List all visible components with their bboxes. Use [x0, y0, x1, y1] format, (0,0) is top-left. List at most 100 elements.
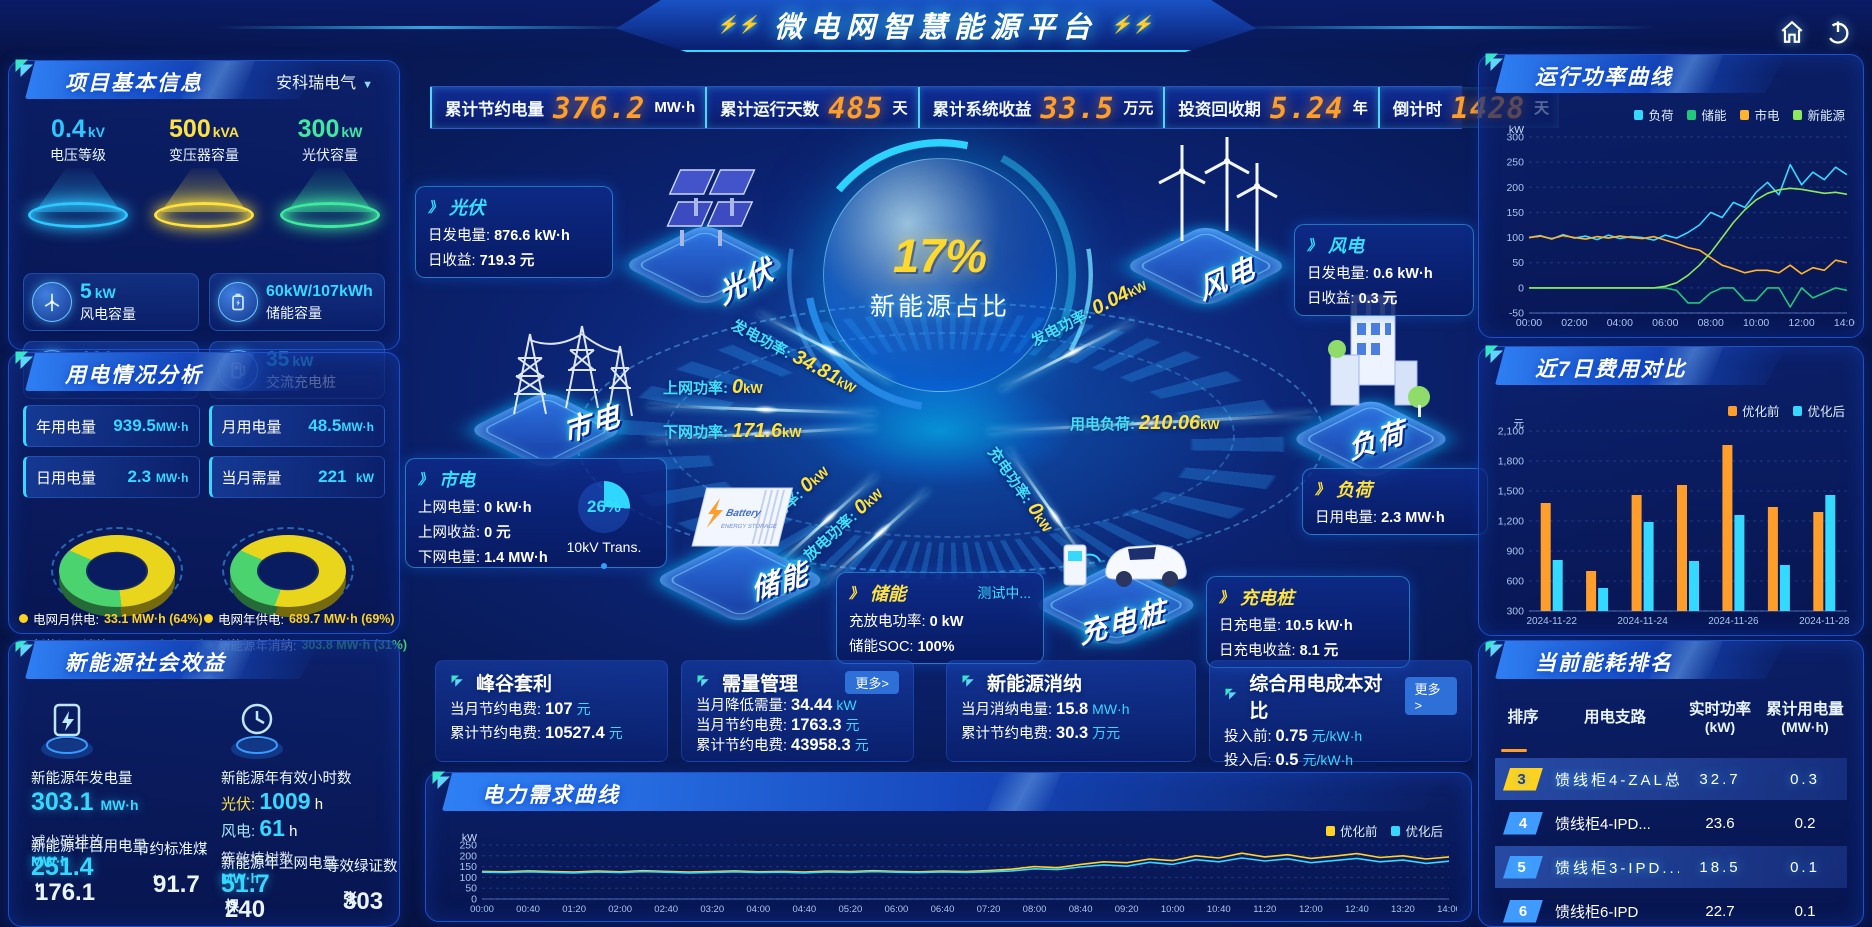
card-cost-comparison: 综合用电成本对比 更多> 投入前: 0.75 元/kW·h 投入后: 0.5 元/kW·h	[1209, 660, 1472, 769]
svg-text:kW: kW	[1509, 124, 1524, 136]
svg-text:06:40: 06:40	[931, 904, 955, 915]
flow-from-grid-power: 下网功率: 171.6kW	[663, 420, 802, 442]
svg-text:1,200: 1,200	[1498, 516, 1524, 528]
power-towers-icon	[513, 325, 633, 417]
table-row[interactable]: 4 馈线柜4-IPD... 23.6 0.2	[1495, 802, 1847, 844]
svg-text:300: 300	[1506, 606, 1524, 618]
svg-text:04:40: 04:40	[792, 904, 816, 915]
benefit-label: 新能源年发电量	[31, 771, 133, 787]
svg-text:12:00: 12:00	[1788, 317, 1814, 329]
legend-load[interactable]: 负荷	[1634, 105, 1673, 124]
demand-curve-panel: 电力需求曲线 优化前 优化后 0 50 100 150 200 250 kW 00:00 00:…	[425, 771, 1472, 922]
svg-text:2024-11-28: 2024-11-28	[1799, 616, 1850, 627]
svg-text:13:20: 13:20	[1391, 904, 1415, 915]
legend-grid[interactable]: 市电	[1740, 105, 1779, 124]
svg-text:02:00: 02:00	[608, 904, 632, 915]
metric-cone-voltage: 0.4 kV 电压等级	[19, 115, 137, 228]
svg-text:kW: kW	[462, 832, 477, 844]
power-button[interactable]	[1820, 14, 1856, 50]
node-grid: 市电	[450, 325, 670, 470]
svg-text:00:00: 00:00	[470, 904, 494, 915]
cone-base	[28, 202, 128, 228]
header-line-right	[1236, 26, 1656, 29]
svg-text:200: 200	[1506, 182, 1524, 194]
cost-compare-panel: 近7日费用对比 优化前 优化后 300 600 900 1,200 1,500 1,800…	[1478, 345, 1864, 636]
more-button[interactable]: 更多>	[845, 671, 899, 694]
stat-year-usage: 年用电量 939.5MW·h	[23, 405, 200, 447]
legend-after-optimization[interactable]: 优化后	[1391, 821, 1443, 840]
panel-corner-icon	[15, 351, 33, 369]
legend-cost-after[interactable]: 优化后	[1793, 401, 1845, 420]
svg-text:04:00: 04:00	[1607, 317, 1633, 329]
benefit-label: 新能源年有效小时数	[221, 771, 352, 787]
svg-text:11:20: 11:20	[1253, 904, 1276, 915]
legend-grid-month[interactable]: 电网月供电: 33.1 MW·h (64%)	[19, 609, 204, 628]
more-button[interactable]: 更多>	[1404, 677, 1457, 715]
header-line-left	[216, 26, 636, 29]
card-demand-management: 需量管理 更多> 当月降低需量: 34.44 kW 当月节约电费: 1763.3 元 累计…	[681, 660, 914, 762]
legend-before-optimization[interactable]: 优化前	[1325, 821, 1377, 840]
svg-text:02:40: 02:40	[654, 904, 678, 915]
svg-text:09:20: 09:20	[1115, 904, 1139, 915]
arrow-icon: 》	[1219, 589, 1233, 605]
capacity-card-storage: 60kW/107kWh 储能容量	[209, 273, 385, 331]
svg-text:06:00: 06:00	[1652, 317, 1678, 329]
pv-info-box: 》光伏 日发电量: 876.6 kW·h 日收益: 719.3 元	[415, 186, 613, 278]
capacity-card-wind: 5 kW 风电容量	[23, 273, 199, 331]
home-button[interactable]	[1774, 14, 1810, 50]
battery-container-icon: Battery ENERGY STORAGE	[691, 487, 794, 547]
cost-panel-title: 近7日费用对比	[1535, 358, 1687, 381]
renewable-share-label: 新能源占比	[869, 292, 1010, 321]
benefit-label: 等效植树数	[221, 852, 294, 868]
renewable-share-percent: 17%	[892, 228, 988, 282]
svg-text:200: 200	[459, 850, 477, 862]
legend-renewable[interactable]: 新能源	[1793, 105, 1845, 124]
cone-beam	[287, 168, 373, 212]
company-select[interactable]: 安科瑞电气 ▼	[276, 75, 373, 92]
power-panel-title: 运行功率曲线	[1535, 66, 1673, 89]
ev-charger-icon	[1063, 544, 1187, 587]
table-row[interactable]: 3 馈线柜4-ZAL总 32.7 0.3	[1495, 758, 1847, 800]
svg-text:07:20: 07:20	[977, 904, 1001, 915]
svg-text:ENERGY STORAGE: ENERGY STORAGE	[720, 523, 778, 530]
svg-text:14:00: 14:00	[1437, 904, 1457, 915]
legend-grid-year[interactable]: 电网年供电: 689.7 MW·h (69%)	[204, 609, 395, 628]
svg-text:-50: -50	[1509, 308, 1524, 320]
svg-text:Battery: Battery	[725, 508, 763, 519]
legend-cost-before[interactable]: 优化前	[1727, 401, 1779, 420]
load-info-box: 》负荷 日用电量: 2.3 MW·h	[1302, 468, 1488, 535]
legend-storage[interactable]: 储能	[1687, 105, 1726, 124]
panel-corner-icon	[15, 59, 33, 77]
arrow-icon: 》	[428, 199, 442, 215]
svg-text:0: 0	[471, 894, 477, 906]
storage-status-badge: 测试中...	[977, 585, 1031, 601]
arrow-icon: 》	[1315, 481, 1329, 497]
ranking-panel-title: 当前能耗排名	[1535, 652, 1673, 675]
card-corner-icon	[1225, 688, 1237, 700]
panel-corner-icon	[432, 771, 450, 789]
chevron-down-icon: ▼	[362, 79, 373, 91]
kpi-saved-energy: 累计节约电量 376.2 MW·h	[430, 87, 705, 128]
header-bar: ⚡⚡ 微电网智慧能源平台 ⚡⚡	[0, 0, 1872, 58]
panel-corner-icon	[1485, 641, 1503, 657]
svg-text:150: 150	[1506, 207, 1524, 219]
ranking-panel: 当前能耗排名 排序 用电支路 实时功率 (kW) 累计用电量 (MW·h) 3 馈线…	[1478, 640, 1864, 927]
benefit-label: 减少碳排放	[31, 835, 104, 851]
stat-month-demand: 当月需量 221 kW	[208, 456, 385, 498]
rank-badge: 3	[1503, 767, 1543, 791]
wind-turbines-icon	[1158, 137, 1278, 251]
scroll-indicator	[1501, 749, 1527, 752]
svg-text:2024-11-24: 2024-11-24	[1617, 616, 1668, 627]
svg-text:0: 0	[1518, 282, 1524, 294]
panel-corner-icon	[15, 641, 33, 657]
cone-beam	[35, 168, 121, 212]
benefits-panel-title: 新能源社会效益	[65, 652, 226, 675]
table-row[interactable]: 6 馈线柜6-IPD 22.7 0.1	[1495, 890, 1847, 926]
svg-text:05:20: 05:20	[838, 904, 862, 915]
wind-turbine-icon	[32, 282, 72, 322]
table-row[interactable]: 5 馈线柜3-IPD... 18.5 0.1	[1495, 846, 1847, 888]
storage-info-box: 》储能 测试中... 充放电功率: 0 kW 储能SOC: 100%	[836, 572, 1044, 664]
